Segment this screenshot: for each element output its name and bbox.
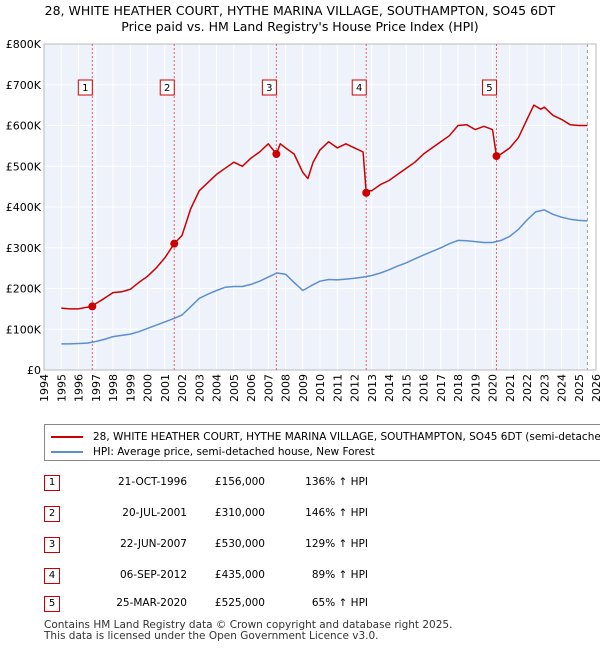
footer-licence: This data is licensed under the Open Gov… [44,630,379,642]
purchase-point [272,150,281,159]
x-tick-label: 2020 [487,374,500,402]
y-tick-label: £300K [6,242,42,255]
purchase-point [170,239,179,248]
x-tick-label: 2026 [590,374,600,402]
transaction-number-badge: 3 [44,537,60,553]
x-tick-label: 1996 [73,374,86,402]
x-tick-label: 2010 [314,374,327,402]
hpi-line [61,209,588,345]
purchase-marker-badge [481,79,497,96]
transaction-number-badge: 4 [44,568,60,584]
y-tick-label: £400K [6,201,42,214]
table-row: 4 06-SEP-2012 £435,000 89% ↑ HPI [0,568,600,586]
x-tick-label: 2008 [280,374,293,402]
price-chart: £0 £100K £200K £300K £400K £500K £600K £700K £80… [6,38,600,402]
plot-border [43,43,597,371]
x-tick-label: 2005 [228,374,241,402]
transaction-date: 25-MAR-2020 [116,597,187,609]
purchase-marker-label: 4 [356,83,362,94]
transaction-hpi-change: 65% ↑ HPI [311,597,368,609]
legend-item-hpi: HPI: Average price, semi-detached house,… [51,445,375,459]
x-tick-label: 2006 [245,374,258,402]
table-row: 2 20-JUL-2001 £310,000 146% ↑ HPI [0,506,600,524]
x-tick-label: 1999 [124,374,137,402]
purchase-marker-label: 5 [486,83,492,94]
x-tick-label: 2019 [469,374,482,402]
x-tick-label: 2007 [262,374,275,402]
legend-label-property: 28, WHITE HEATHER COURT, HYTHE MARINA VI… [93,431,600,443]
x-tick-label: 2015 [400,374,413,402]
table-row: 3 22-JUN-2007 £530,000 129% ↑ HPI [0,537,600,555]
transaction-price: £435,000 [214,569,265,581]
transaction-price: £310,000 [214,507,265,519]
chart-title: 28, WHITE HEATHER COURT, HYTHE MARINA VI… [44,3,556,18]
purchase-marker-label: 1 [82,83,88,94]
table-row: 5 25-MAR-2020 £525,000 65% ↑ HPI [0,596,600,614]
purchase-point [492,152,501,161]
x-tick-label: 1994 [38,374,51,402]
x-tick-label: 2022 [521,374,534,402]
transaction-price: £530,000 [214,538,265,550]
chart-subtitle: Price paid vs. HM Land Registry's House … [121,19,479,34]
transaction-hpi-change: 89% ↑ HPI [311,569,368,581]
x-tick-label: 2002 [176,374,189,402]
table-row: 1 21-OCT-1996 £156,000 136% ↑ HPI [0,475,600,493]
transaction-hpi-change: 129% ↑ HPI [305,538,368,550]
footer: Contains HM Land Registry data © Crown c… [44,620,452,642]
y-tick-label: £200K [6,283,42,296]
transaction-date: 22-JUN-2007 [120,538,187,550]
legend-swatch-hpi [51,451,83,453]
y-tick-label: £500K [6,160,42,173]
x-tick-label: 1998 [107,374,120,402]
legend-label-hpi: HPI: Average price, semi-detached house,… [93,446,375,458]
x-tick-label: 2001 [159,374,172,402]
purchase-marker-badge [77,79,93,96]
transaction-number-badge: 5 [44,596,60,612]
legend: 28, WHITE HEATHER COURT, HYTHE MARINA VI… [44,424,600,461]
x-tick-label: 2011 [331,374,344,402]
x-tick-label: 2025 [573,374,586,402]
purchase-point [362,188,371,197]
purchase-marker-label: 3 [266,83,272,94]
x-tick-label: 2021 [504,374,517,402]
transaction-date: 21-OCT-1996 [118,476,187,488]
footer-copyright: Contains HM Land Registry data © Crown c… [44,619,453,631]
transaction-hpi-change: 136% ↑ HPI [305,476,368,488]
x-tick-label: 1995 [55,374,68,402]
purchase-marker-badge [261,79,277,96]
transaction-price: £156,000 [214,476,265,488]
transaction-number-badge: 1 [44,475,60,491]
transaction-price: £525,000 [214,597,265,609]
transaction-number-badge: 2 [44,506,60,522]
legend-item-property: 28, WHITE HEATHER COURT, HYTHE MARINA VI… [51,430,600,444]
x-tick-label: 2009 [297,374,310,402]
x-tick-label: 2012 [349,374,362,402]
x-tick-label: 2004 [211,374,224,402]
purchase-marker-badge [351,79,367,96]
y-tick-label: £100K [6,323,42,336]
y-tick-label: £0 [27,364,41,377]
transaction-hpi-change: 146% ↑ HPI [305,507,368,519]
x-tick-label: 2017 [435,374,448,402]
transaction-date: 06-SEP-2012 [119,569,187,581]
purchase-point [88,302,97,311]
y-tick-label: £800K [6,38,42,51]
x-tick-label: 2023 [538,374,551,402]
x-tick-label: 2016 [418,374,431,402]
y-tick-label: £700K [6,79,42,92]
x-tick-label: 2014 [383,374,396,402]
y-tick-label: £600K [6,120,42,133]
x-tick-label: 2018 [452,374,465,402]
x-tick-label: 1997 [90,374,103,402]
transaction-date: 20-JUL-2001 [122,507,187,519]
x-tick-label: 2024 [556,374,569,402]
legend-swatch-property [51,436,83,438]
purchase-marker-badge [159,79,175,96]
x-tick-label: 2000 [142,374,155,402]
x-tick-label: 2013 [366,374,379,402]
x-tick-label: 2003 [193,374,206,402]
purchase-marker-label: 2 [164,83,170,94]
